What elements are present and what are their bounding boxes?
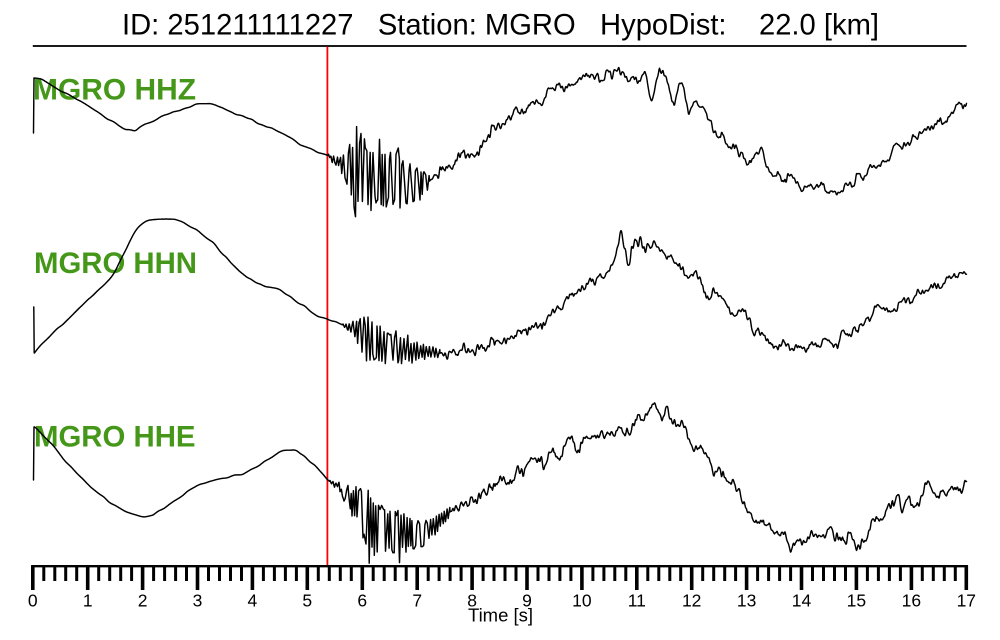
svg-text:13: 13 <box>737 591 756 611</box>
svg-text:MGRO HHN: MGRO HHN <box>34 247 197 280</box>
svg-text:6: 6 <box>357 591 367 611</box>
svg-text:ID: 251211111227 Station: MG: ID: 251211111227 Station: MGRO HypoDist:… <box>122 9 879 42</box>
svg-text:17: 17 <box>957 591 976 611</box>
svg-text:9: 9 <box>522 591 532 611</box>
svg-text:8: 8 <box>467 591 477 611</box>
svg-text:5: 5 <box>302 591 312 611</box>
svg-text:4: 4 <box>248 591 258 611</box>
svg-text:Time [s]: Time [s] <box>468 605 533 626</box>
svg-text:16: 16 <box>902 591 921 611</box>
svg-text:3: 3 <box>193 591 203 611</box>
svg-text:14: 14 <box>792 591 812 611</box>
svg-text:1: 1 <box>83 591 93 611</box>
svg-text:MGRO HHZ: MGRO HHZ <box>33 74 196 107</box>
svg-text:12: 12 <box>682 591 701 611</box>
svg-text:11: 11 <box>628 591 646 611</box>
svg-text:MGRO HHE: MGRO HHE <box>34 421 196 454</box>
svg-text:7: 7 <box>412 591 422 611</box>
svg-text:15: 15 <box>847 591 866 611</box>
svg-text:10: 10 <box>572 591 592 611</box>
svg-text:2: 2 <box>138 591 148 611</box>
svg-text:0: 0 <box>28 591 38 611</box>
